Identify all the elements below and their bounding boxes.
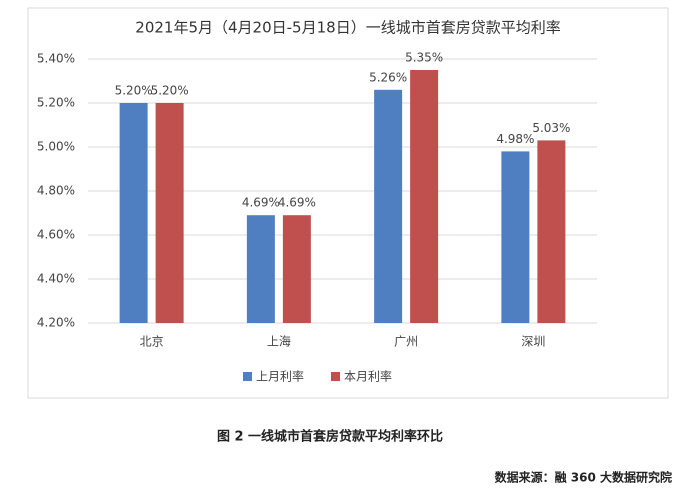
value-label: 5.26%	[369, 70, 407, 84]
chart-title: 2021年5月（4月20日-5月18日）一线城市首套房贷款平均利率	[135, 19, 560, 37]
x-tick-label: 北京	[140, 335, 164, 349]
bar	[282, 215, 311, 323]
legend-label: 本月利率	[344, 369, 392, 384]
legend-label: 上月利率	[256, 369, 304, 384]
y-tick-label: 5.20%	[37, 96, 75, 110]
chart-frame	[27, 7, 669, 399]
legend-swatch	[243, 372, 252, 381]
y-tick-label: 5.00%	[37, 140, 75, 154]
value-label: 4.69%	[242, 196, 280, 210]
bar	[537, 140, 566, 323]
value-label: 5.03%	[532, 121, 570, 135]
x-tick-label: 上海	[267, 334, 291, 349]
y-tick-label: 4.60%	[37, 228, 75, 242]
y-tick-label: 4.80%	[37, 184, 75, 198]
caption: 图 2 一线城市首套房贷款平均利率环比	[217, 429, 443, 445]
value-label: 4.69%	[278, 196, 316, 210]
value-label: 5.20%	[151, 84, 189, 98]
bar	[501, 151, 530, 323]
value-label: 5.35%	[405, 51, 443, 65]
source: 数据来源：融 360 大数据研究院	[495, 470, 672, 485]
value-label: 5.20%	[115, 84, 153, 98]
y-tick-label: 4.20%	[37, 316, 75, 330]
x-tick-label: 广州	[394, 335, 418, 349]
value-label: 4.98%	[496, 132, 534, 146]
bar	[246, 215, 275, 323]
bar	[119, 103, 148, 323]
x-tick-label: 深圳	[521, 335, 545, 349]
y-tick-label: 5.40%	[37, 52, 75, 66]
y-tick-label: 4.40%	[37, 272, 75, 286]
bar	[374, 89, 403, 323]
legend-swatch	[331, 372, 340, 381]
bar	[155, 103, 184, 323]
bar	[410, 70, 439, 323]
